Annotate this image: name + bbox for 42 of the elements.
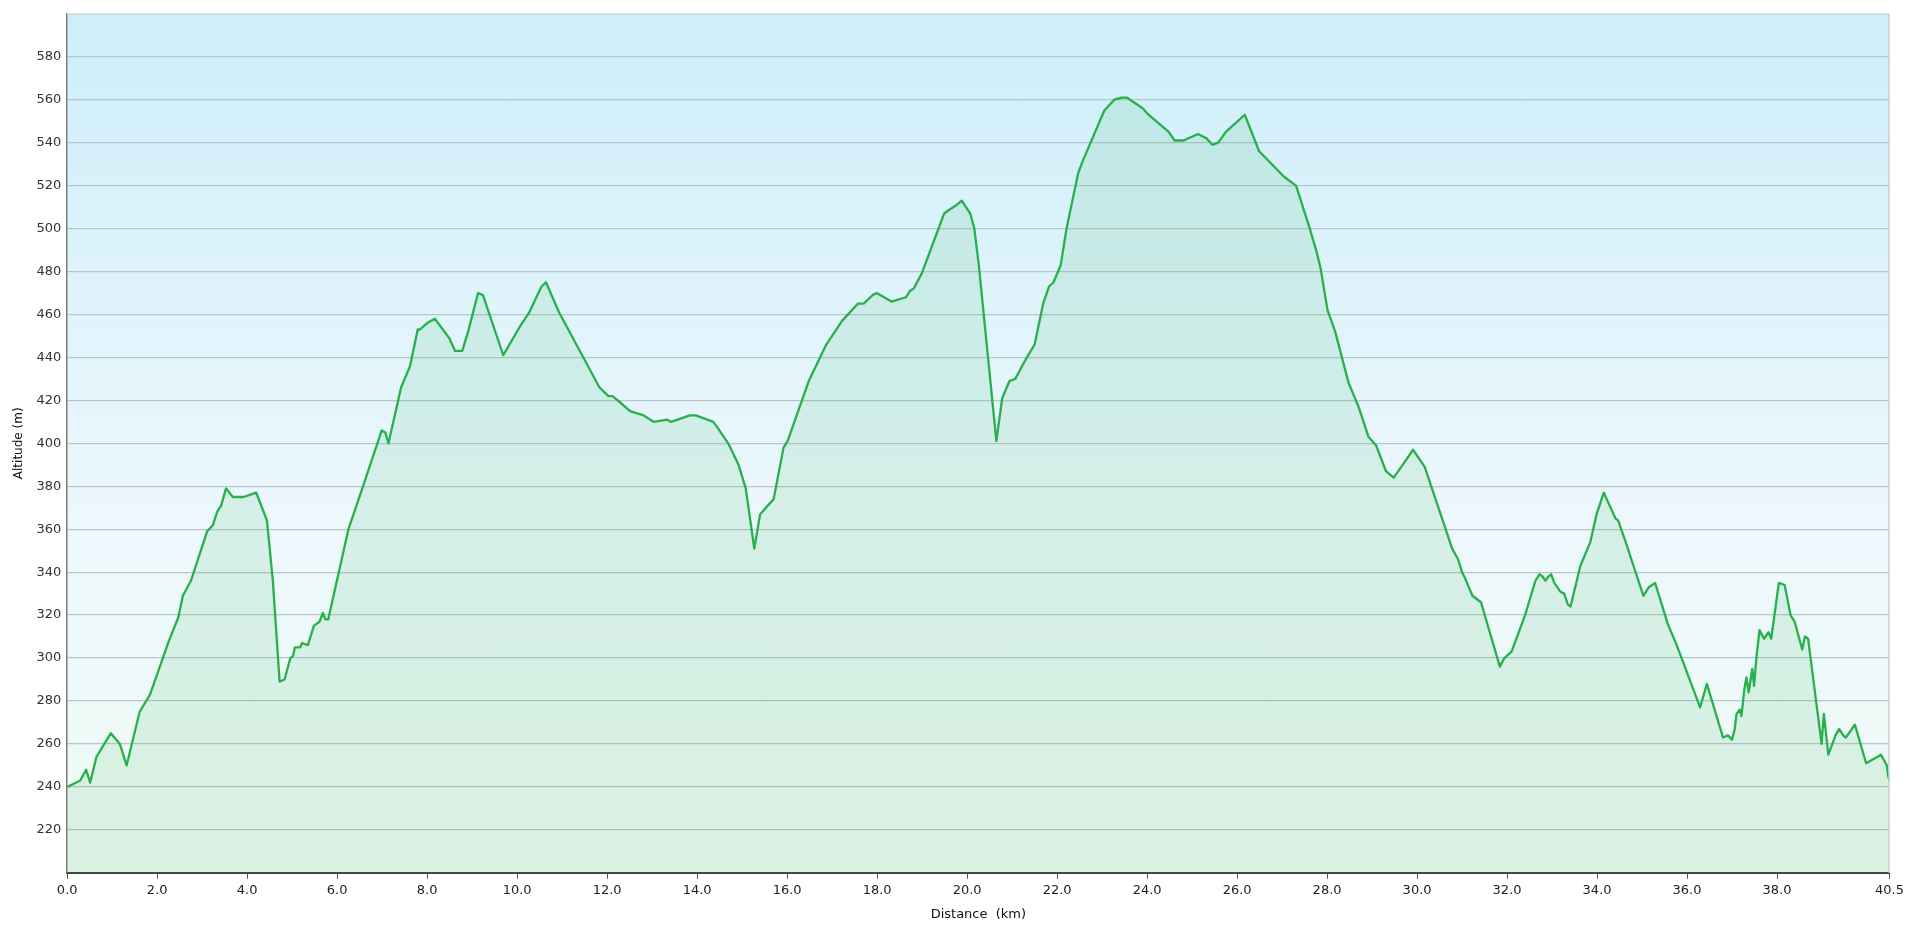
x-tick-label: 12.0 xyxy=(592,881,622,897)
y-tick-label: 380 xyxy=(36,477,62,493)
x-tick-label: 20.0 xyxy=(952,881,982,897)
y-axis-title: Altitude (m) xyxy=(11,407,26,480)
x-tick-label: 0.0 xyxy=(56,881,78,897)
x-tick-label: 22.0 xyxy=(1042,881,1072,897)
y-tick-label: 320 xyxy=(36,606,62,622)
x-tick-label: 14.0 xyxy=(682,881,712,897)
x-tick-label: 30.0 xyxy=(1402,881,1432,897)
x-tick-label: 40.5 xyxy=(1875,881,1904,897)
y-tick-label: 520 xyxy=(36,176,62,192)
y-tick-label: 340 xyxy=(36,563,62,579)
y-tick-label: 580 xyxy=(36,48,62,64)
x-tick-label: 24.0 xyxy=(1132,881,1162,897)
y-tick-label: 300 xyxy=(36,649,62,665)
x-tick-label: 4.0 xyxy=(236,881,258,897)
y-tick-label: 280 xyxy=(36,692,62,708)
x-tick-label: 32.0 xyxy=(1492,881,1522,897)
y-tick-label: 560 xyxy=(36,91,62,107)
y-tick-label: 500 xyxy=(36,219,62,235)
x-tick-label: 10.0 xyxy=(502,881,532,897)
x-axis-title: Distance (km) xyxy=(930,905,1027,921)
y-tick-label: 400 xyxy=(36,434,62,450)
x-tick-label: 16.0 xyxy=(772,881,802,897)
y-tick-label: 460 xyxy=(36,305,62,321)
x-tick-label: 36.0 xyxy=(1672,881,1702,897)
x-tick-label: 38.0 xyxy=(1762,881,1792,897)
y-tick-label: 540 xyxy=(36,134,62,150)
x-tick-label: 34.0 xyxy=(1582,881,1612,897)
x-tick-label: 6.0 xyxy=(326,881,348,897)
y-tick-label: 480 xyxy=(36,262,62,278)
x-tick-label: 28.0 xyxy=(1312,881,1342,897)
y-tick-label: 260 xyxy=(36,735,62,751)
y-tick-label: 220 xyxy=(36,821,62,837)
x-tick-label: 18.0 xyxy=(862,881,892,897)
x-tick-label: 2.0 xyxy=(146,881,168,897)
y-tick-label: 420 xyxy=(36,391,62,407)
y-tick-label: 240 xyxy=(36,778,62,794)
y-tick-label: 440 xyxy=(36,348,62,364)
x-tick-label: 26.0 xyxy=(1222,881,1252,897)
x-tick-label: 8.0 xyxy=(416,881,438,897)
y-tick-label: 360 xyxy=(36,520,62,536)
